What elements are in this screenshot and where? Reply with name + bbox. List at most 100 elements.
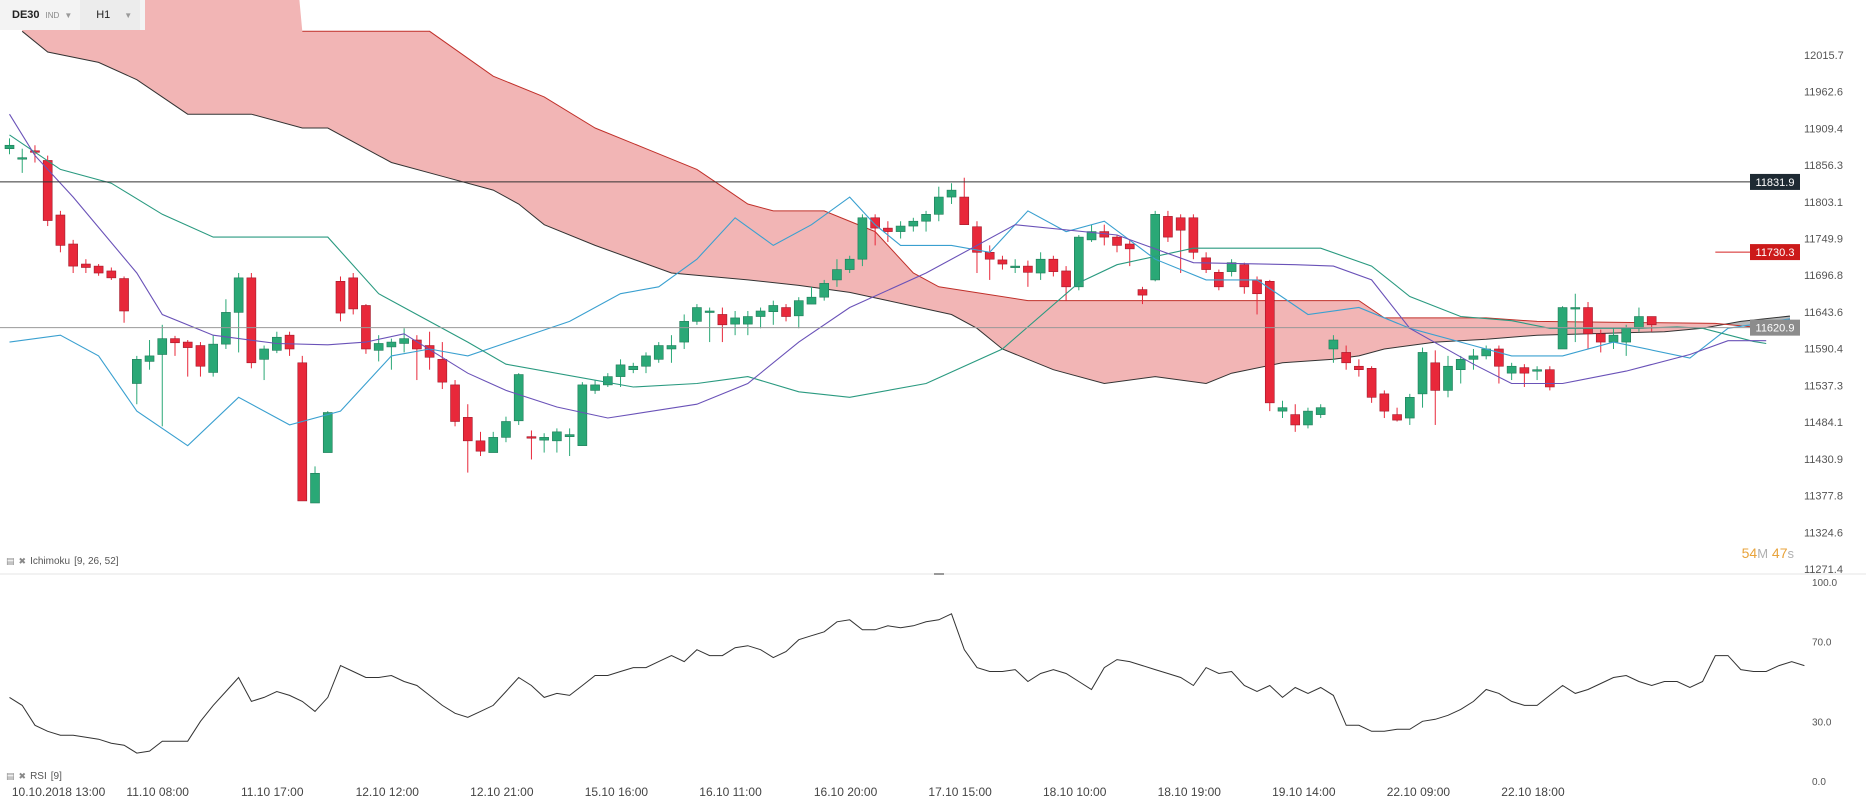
- candle-bull: [603, 376, 613, 386]
- candle-bull: [666, 345, 677, 350]
- candle-bear: [475, 440, 486, 452]
- settings-icon[interactable]: ▤: [6, 556, 15, 566]
- chevron-down-icon[interactable]: ▼: [64, 10, 73, 20]
- candle-bull: [704, 310, 715, 313]
- candle-bull: [233, 277, 244, 313]
- candle-bull: [1303, 410, 1313, 426]
- senkou-span-b-line: [302, 30, 1790, 329]
- candle-bear: [195, 345, 206, 367]
- candle-bear: [1188, 217, 1199, 253]
- price-tag-label-1: 11730.3: [1756, 247, 1795, 259]
- candle-bear: [1494, 348, 1504, 367]
- time-tick-label: 22.10 09:00: [1387, 785, 1451, 799]
- timer-minutes: 54: [1741, 545, 1758, 561]
- price-tick-label: 11962.6: [1804, 87, 1843, 99]
- candle-bull: [692, 307, 702, 322]
- candle-bull: [1277, 407, 1288, 412]
- candle-bull: [1086, 231, 1097, 241]
- candle-bear: [1264, 281, 1275, 404]
- candle-bull: [564, 434, 575, 437]
- candle-bear: [81, 263, 91, 268]
- price-tick-label: 11803.1: [1804, 197, 1843, 209]
- candle-bear: [1061, 270, 1071, 288]
- close-icon[interactable]: ✖: [18, 771, 27, 781]
- candle-bull: [1468, 355, 1479, 360]
- candle-bear: [170, 338, 180, 344]
- price-tick-label: 11484.1: [1804, 417, 1843, 429]
- candle-bull: [743, 316, 753, 325]
- candle-bull: [857, 217, 868, 260]
- candle-bull: [1328, 339, 1339, 350]
- candle-bull: [1443, 365, 1453, 391]
- candle-bear: [870, 217, 880, 229]
- candle-bear: [526, 436, 537, 439]
- candle-bull: [628, 365, 639, 370]
- symbol-name[interactable]: DE30: [12, 9, 40, 21]
- candle-bull: [1405, 397, 1415, 419]
- price-tick-label: 11749.9: [1804, 234, 1843, 246]
- candle-bull: [1074, 236, 1084, 288]
- candle-bear: [297, 362, 308, 502]
- candle-bull: [4, 144, 15, 150]
- ichimoku-indicator-label[interactable]: ▤ ✖ Ichimoku [9, 26, 52]: [6, 556, 119, 567]
- candle-bear: [119, 278, 129, 312]
- candle-bull: [806, 296, 817, 305]
- candle-bull: [844, 258, 855, 270]
- rsi-indicator-label[interactable]: ▤ ✖ RSI [9]: [6, 771, 62, 782]
- symbol-selector[interactable]: DE30 IND ▼ H1 ▼: [0, 0, 145, 30]
- candle-bear: [462, 417, 473, 442]
- candle-bull: [933, 196, 944, 215]
- candle-bull: [17, 157, 28, 160]
- candle-bull: [1455, 359, 1466, 370]
- timeframe-selector[interactable]: H1 ▼: [80, 0, 141, 30]
- candle-bull: [832, 269, 842, 281]
- candle-bear: [284, 334, 295, 350]
- time-tick-label: 16.10 11:00: [699, 785, 762, 799]
- price-tag-bg-0: [1750, 173, 1800, 190]
- candle-bear: [1048, 258, 1059, 272]
- timer-seconds: 47: [1771, 545, 1788, 561]
- price-tick-label: 11271.4: [1804, 564, 1843, 576]
- candle-bull: [132, 359, 142, 384]
- candle-bull: [946, 189, 957, 198]
- chevron-down-icon[interactable]: ▼: [124, 10, 133, 20]
- rsi-tick-label: 100.0: [1812, 578, 1837, 589]
- price-tick-label: 11909.4: [1804, 123, 1843, 135]
- candle-bull: [208, 343, 218, 373]
- time-tick-label: 16.10 20:00: [814, 785, 878, 799]
- candle-bull: [768, 305, 779, 312]
- candle-bear: [93, 265, 104, 274]
- kumo-bear-region: [22, 0, 1725, 384]
- timeframe-label[interactable]: H1: [96, 9, 111, 21]
- candle-bull: [322, 412, 333, 453]
- candle-countdown-timer: 54M 47s: [1742, 545, 1794, 561]
- time-tick-label: 18.10 10:00: [1043, 785, 1107, 799]
- price-tick-label: 11430.9: [1804, 454, 1843, 466]
- time-tick-label: 11.10 17:00: [241, 785, 304, 799]
- candle-bull: [577, 384, 588, 446]
- candle-bull: [310, 472, 320, 504]
- candle-bear: [1583, 307, 1593, 335]
- candle-bear: [246, 277, 257, 364]
- rsi-params: [9]: [50, 771, 62, 782]
- candle-bear: [1519, 367, 1530, 374]
- candle-bear: [781, 307, 791, 317]
- kijun-sen-line: [9, 134, 1767, 398]
- candle-bull: [399, 338, 409, 344]
- time-tick-label: 10.10.2018 13:00: [12, 785, 106, 799]
- candle-bull: [1035, 258, 1046, 274]
- candle-bear: [717, 314, 728, 326]
- candle-bear: [1545, 369, 1555, 388]
- time-tick-label: 18.10 19:00: [1158, 785, 1222, 799]
- price-tick-label: 11696.8: [1804, 270, 1843, 282]
- candle-bear: [424, 345, 435, 358]
- settings-icon[interactable]: ▤: [6, 771, 15, 781]
- candle-bull: [386, 341, 397, 348]
- candle-bull: [730, 317, 740, 325]
- ichimoku-name: Ichimoku: [30, 556, 71, 567]
- candle-bear: [883, 227, 893, 232]
- close-icon[interactable]: ✖: [18, 556, 27, 566]
- candle-bull: [908, 220, 919, 227]
- candle-bear: [1124, 243, 1135, 250]
